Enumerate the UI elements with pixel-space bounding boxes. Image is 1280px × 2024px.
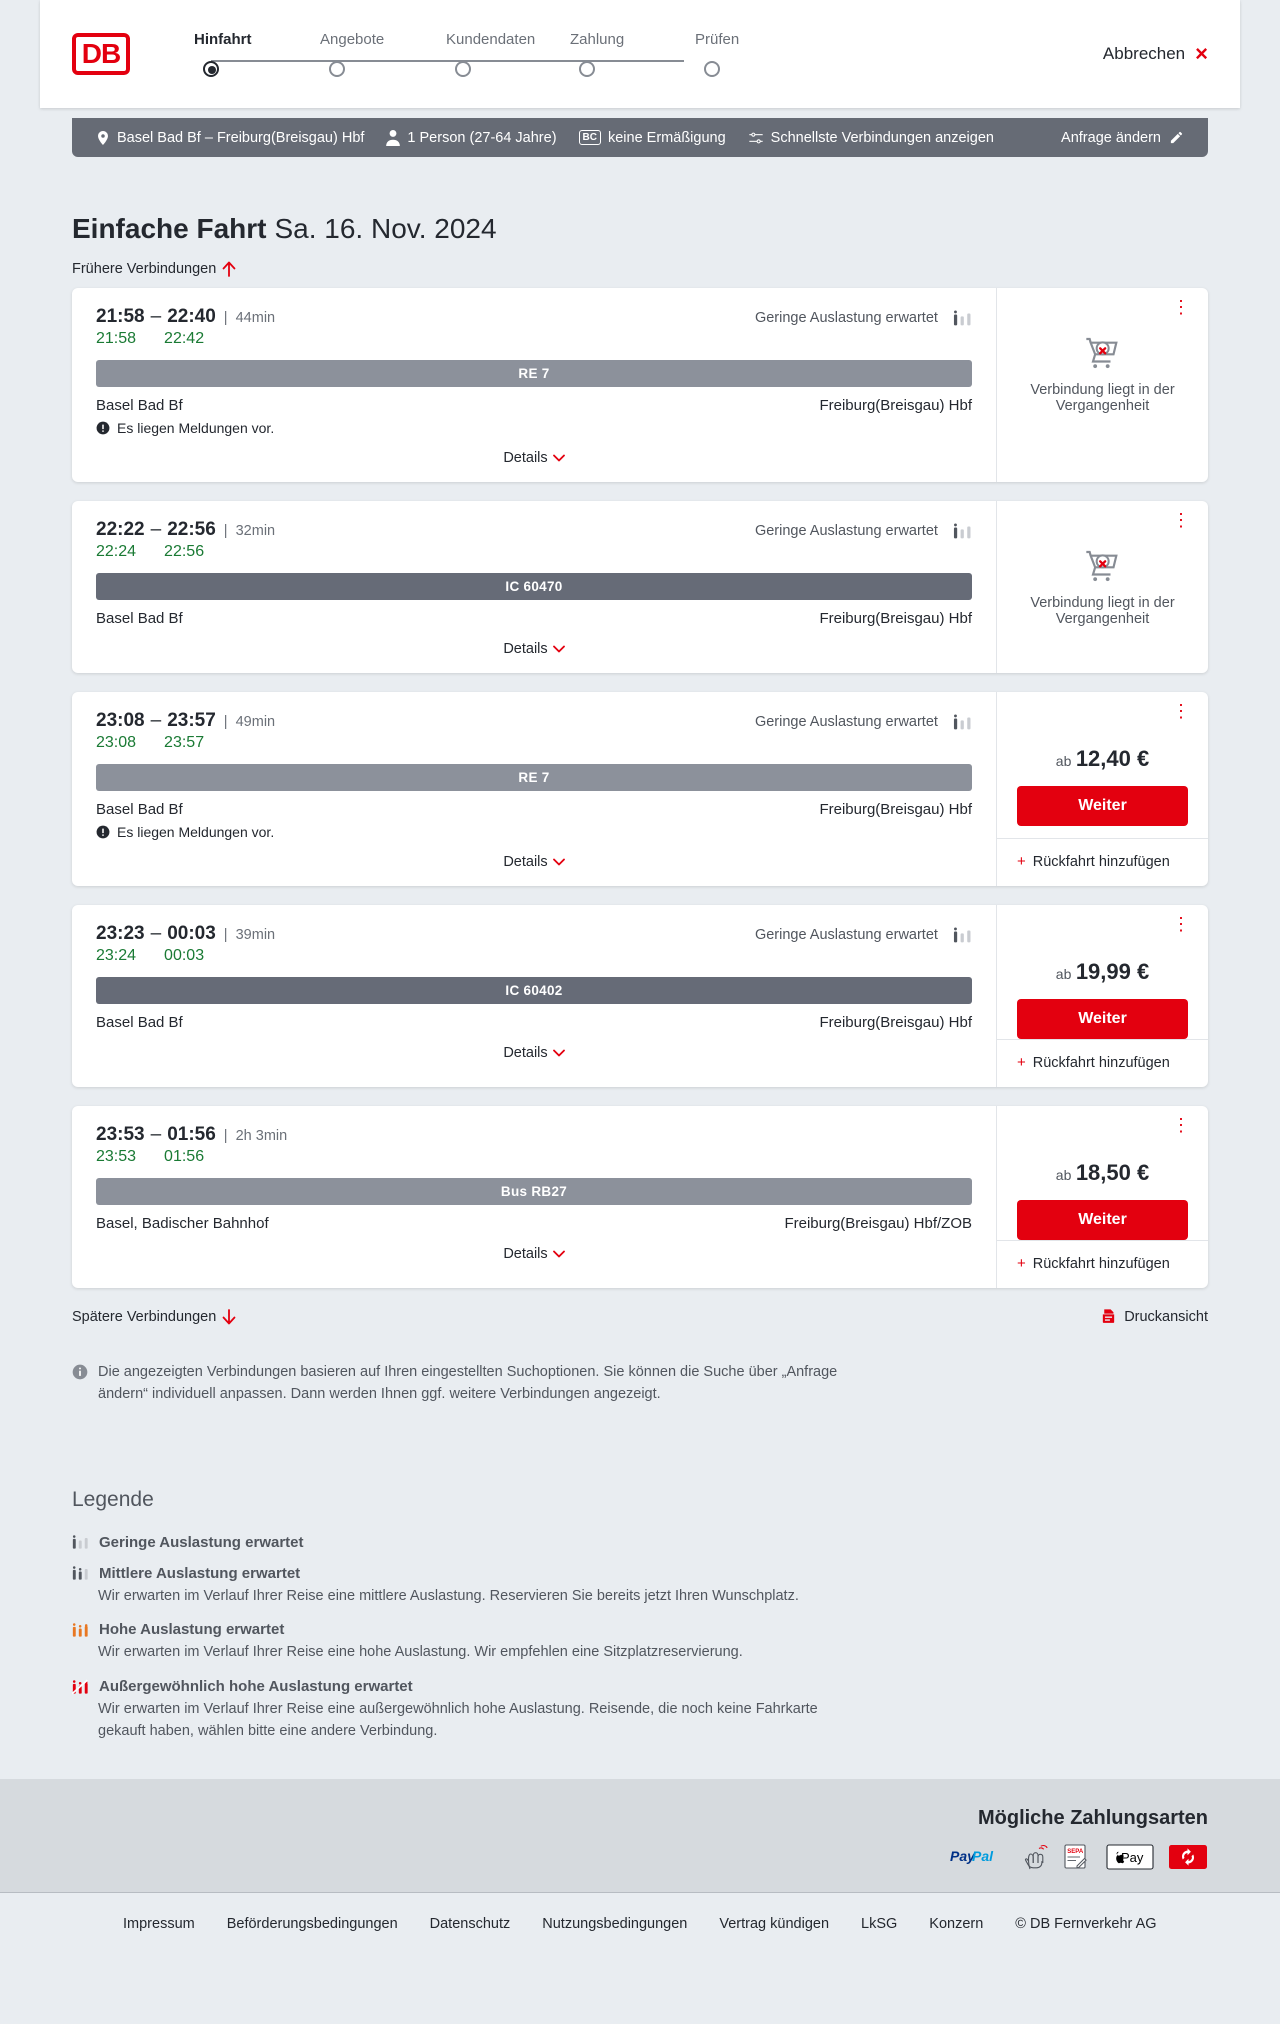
svg-text:Pay: Pay: [1121, 1850, 1144, 1865]
svg-text:SEPA: SEPA: [1067, 1849, 1084, 1855]
svg-text:Pal: Pal: [972, 1848, 994, 1864]
